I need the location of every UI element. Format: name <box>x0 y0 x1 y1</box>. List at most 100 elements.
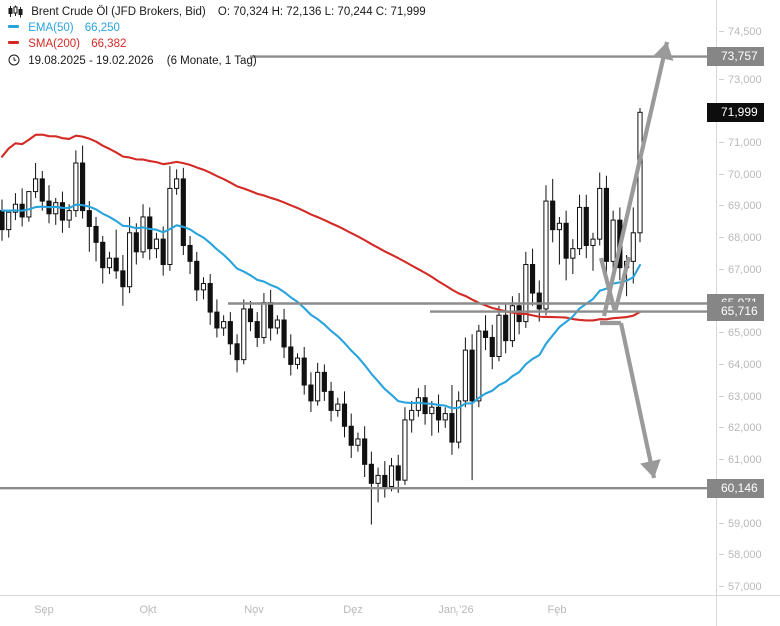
tick-label: 63,000 <box>728 390 762 403</box>
horizontal-level-lines <box>0 55 716 490</box>
price-tick: 64,000 <box>717 359 780 373</box>
support-level-tag-base[interactable]: 60,146 <box>707 478 764 498</box>
tick-dash <box>719 142 724 143</box>
sma200-line <box>0 133 642 322</box>
price-tick: 63,000 <box>717 391 780 405</box>
tick-label: 61,000 <box>728 454 762 467</box>
tick-dash <box>719 586 724 587</box>
price-tick: 65,000 <box>717 327 780 341</box>
tick-label: 58,000 <box>728 549 762 562</box>
tick-dash <box>719 268 724 270</box>
price-tick: 71,000 <box>717 137 780 151</box>
tag-value: 65,716 <box>721 304 758 319</box>
ema-label: EMA(50) <box>28 22 74 34</box>
candlestick-series <box>0 107 643 525</box>
price-tick: 68,000 <box>717 232 780 246</box>
time-tick-label: Sep <box>34 604 54 616</box>
legend-swatch-icon <box>8 41 19 44</box>
tick-label: 65,000 <box>728 327 762 340</box>
tick-dash <box>719 522 724 524</box>
tick-dash <box>719 173 724 175</box>
legend-swatch-icon <box>8 25 19 28</box>
tick-label: 67,000 <box>728 263 762 276</box>
time-tick-label: Feb <box>547 604 567 616</box>
last-price-tag[interactable]: 71,999 <box>707 102 764 122</box>
tag-pointer-icon <box>707 102 717 121</box>
support-level-tag-lower[interactable]: 65,716 <box>707 302 764 322</box>
tick-dash <box>719 205 724 207</box>
time-tick-label: Okt <box>139 604 157 616</box>
tick-dash <box>719 427 724 429</box>
tick-dash <box>719 237 724 239</box>
tick-dash <box>43 611 45 616</box>
time-tick: Nov <box>244 596 264 616</box>
time-tick: Dez <box>343 596 363 616</box>
price-tick: 69,000 <box>717 200 780 214</box>
tick-dash <box>719 554 724 556</box>
time-axis[interactable]: Sep Okt Nov Dez Jan '26 Feb <box>0 595 716 626</box>
tick-label: 71,000 <box>728 137 762 149</box>
indicator-row-sma[interactable]: SMA(200) 66,382 <box>8 38 126 50</box>
date-range-detail: (6 Monate, 1 Tag) <box>166 55 257 67</box>
tick-label: 57,000 <box>728 581 762 593</box>
resistance-level-tag[interactable]: 73,757 <box>707 47 764 67</box>
tag-value: 60,146 <box>721 480 758 495</box>
tick-label: 70,000 <box>728 168 762 181</box>
price-tick: 67,000 <box>717 264 780 278</box>
time-tick: Okt <box>139 596 157 616</box>
tick-label: 74,500 <box>728 26 762 38</box>
price-axis[interactable]: 74,500 73,000 71,000 70,000 69,000 68,000 67,0… <box>707 0 780 595</box>
price-tick: 61,000 <box>717 454 780 468</box>
tag-pointer-icon <box>707 47 717 66</box>
time-tick: Jan '26 <box>438 596 474 616</box>
ema-value: 66,250 <box>84 22 120 34</box>
axis-corner <box>716 595 780 626</box>
tag-value: 71,999 <box>721 104 758 119</box>
price-tick: 62,000 <box>717 422 780 436</box>
tag-value: 73,757 <box>721 49 758 64</box>
tick-dash <box>148 611 149 616</box>
price-tick: 73,000 <box>717 74 780 88</box>
tick-dash <box>719 395 724 397</box>
tick-dash <box>719 459 724 461</box>
price-tick: 70,000 <box>717 169 780 183</box>
scenario-arrows <box>598 41 674 479</box>
time-tick-label: Nov <box>244 604 264 616</box>
tick-label: 73,000 <box>728 73 762 86</box>
symbol-row[interactable]: Brent Crude Öl (JFD Brokers, Bid) O: 70,… <box>8 5 426 21</box>
price-tick: 57,000 <box>717 581 780 595</box>
tick-label: 64,000 <box>728 359 762 371</box>
chart-legend: Brent Crude Öl (JFD Brokers, Bid) O: 70,… <box>0 0 700 70</box>
clock-icon <box>8 54 20 69</box>
tick-dash <box>353 611 354 616</box>
tick-dash <box>719 31 724 32</box>
tick-dash <box>557 611 558 616</box>
tick-label: 69,000 <box>728 200 762 213</box>
sma-value: 66,382 <box>91 38 127 50</box>
tick-label: 68,000 <box>728 232 762 245</box>
ohlc-values: O: 70,324 H: 72,136 L: 70,244 C: 71,999 <box>217 6 426 18</box>
date-range-row[interactable]: 19.08.2025 - 19.02.2026 (6 Monate, 1 Tag… <box>8 54 257 69</box>
ema50-line <box>0 203 642 410</box>
indicator-row-ema[interactable]: EMA(50) 66,250 <box>8 22 120 34</box>
price-tick: 58,000 <box>717 549 780 563</box>
price-tick: 59,000 <box>717 518 780 532</box>
chart-canvas <box>0 41 716 525</box>
candlestick-icon <box>8 5 23 21</box>
tag-pointer-icon <box>707 302 717 321</box>
tick-dash <box>719 78 724 80</box>
tick-dash <box>719 332 724 334</box>
time-tick: Sep <box>34 596 54 616</box>
tag-pointer-icon <box>707 478 717 497</box>
tick-dash <box>254 611 255 616</box>
price-tick: 74,500 <box>717 26 780 40</box>
chart-plot-area[interactable] <box>0 0 716 595</box>
sma-label: SMA(200) <box>28 38 80 50</box>
tick-label: 62,000 <box>728 422 762 435</box>
time-tick: Feb <box>547 596 567 616</box>
time-tick-label: Dez <box>343 604 363 616</box>
time-tick-label: Jan '26 <box>438 604 474 616</box>
tick-dash <box>719 364 724 365</box>
tick-dash <box>455 611 457 616</box>
